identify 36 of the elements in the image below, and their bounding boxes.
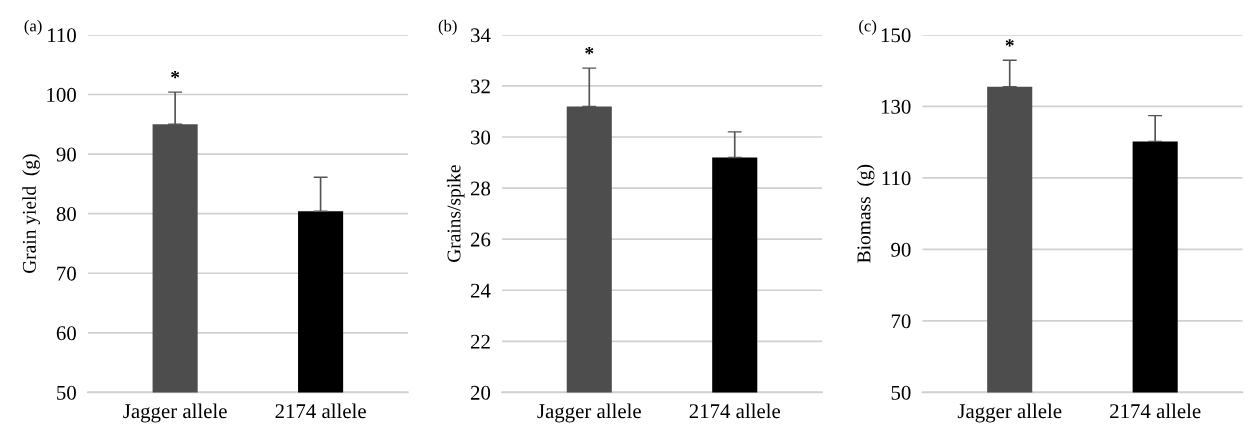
y-tick-label: 32 [471, 79, 490, 94]
y-tick-label: 24 [470, 283, 491, 298]
y-axis-title: Biomass (g) [856, 164, 875, 263]
y-axis-title: Grain yield (g) [22, 154, 40, 274]
y-tick-label: 100 [47, 87, 76, 102]
x-tick-label: 2174 allele [1110, 403, 1201, 419]
chart-title: (b) [438, 19, 457, 35]
y-tick-label: 26 [470, 232, 491, 247]
y-tick-label: 110 [48, 28, 76, 43]
y-tick-label: 70 [891, 314, 911, 329]
y-axis-title: Grains/spike [446, 165, 465, 262]
x-tick-label: Jagger allele [123, 403, 227, 423]
chart-title: (a) [24, 19, 42, 35]
y-tick-label: 20 [470, 385, 491, 400]
annotation: * [171, 70, 180, 79]
x-tick-label: Jagger allele [957, 403, 1062, 423]
y-tick-label: 130 [881, 99, 911, 114]
y-tick-label: 110 [882, 171, 911, 186]
y-tick-label: 28 [470, 181, 491, 196]
y-tick-label: 60 [56, 326, 76, 341]
y-tick-label: 50 [57, 385, 76, 400]
y-tick-label: 150 [881, 28, 911, 43]
y-tick-label: 50 [891, 385, 911, 400]
y-tick-label: 90 [56, 147, 76, 162]
y-tick-label: 22 [470, 334, 490, 349]
annotation: * [1005, 39, 1014, 47]
x-tick-label: Jagger allele [537, 403, 641, 423]
y-tick-label: 90 [891, 242, 911, 257]
y-tick-label: 30 [471, 130, 491, 145]
y-tick-label: 70 [57, 266, 76, 281]
y-tick-label: 80 [56, 207, 76, 222]
chart-title: (c) [859, 19, 877, 35]
x-tick-label: 2174 allele [275, 403, 366, 419]
x-tick-label: 2174 allele [689, 403, 781, 419]
y-tick-label: 34 [471, 28, 491, 43]
annotation: * [585, 46, 594, 55]
